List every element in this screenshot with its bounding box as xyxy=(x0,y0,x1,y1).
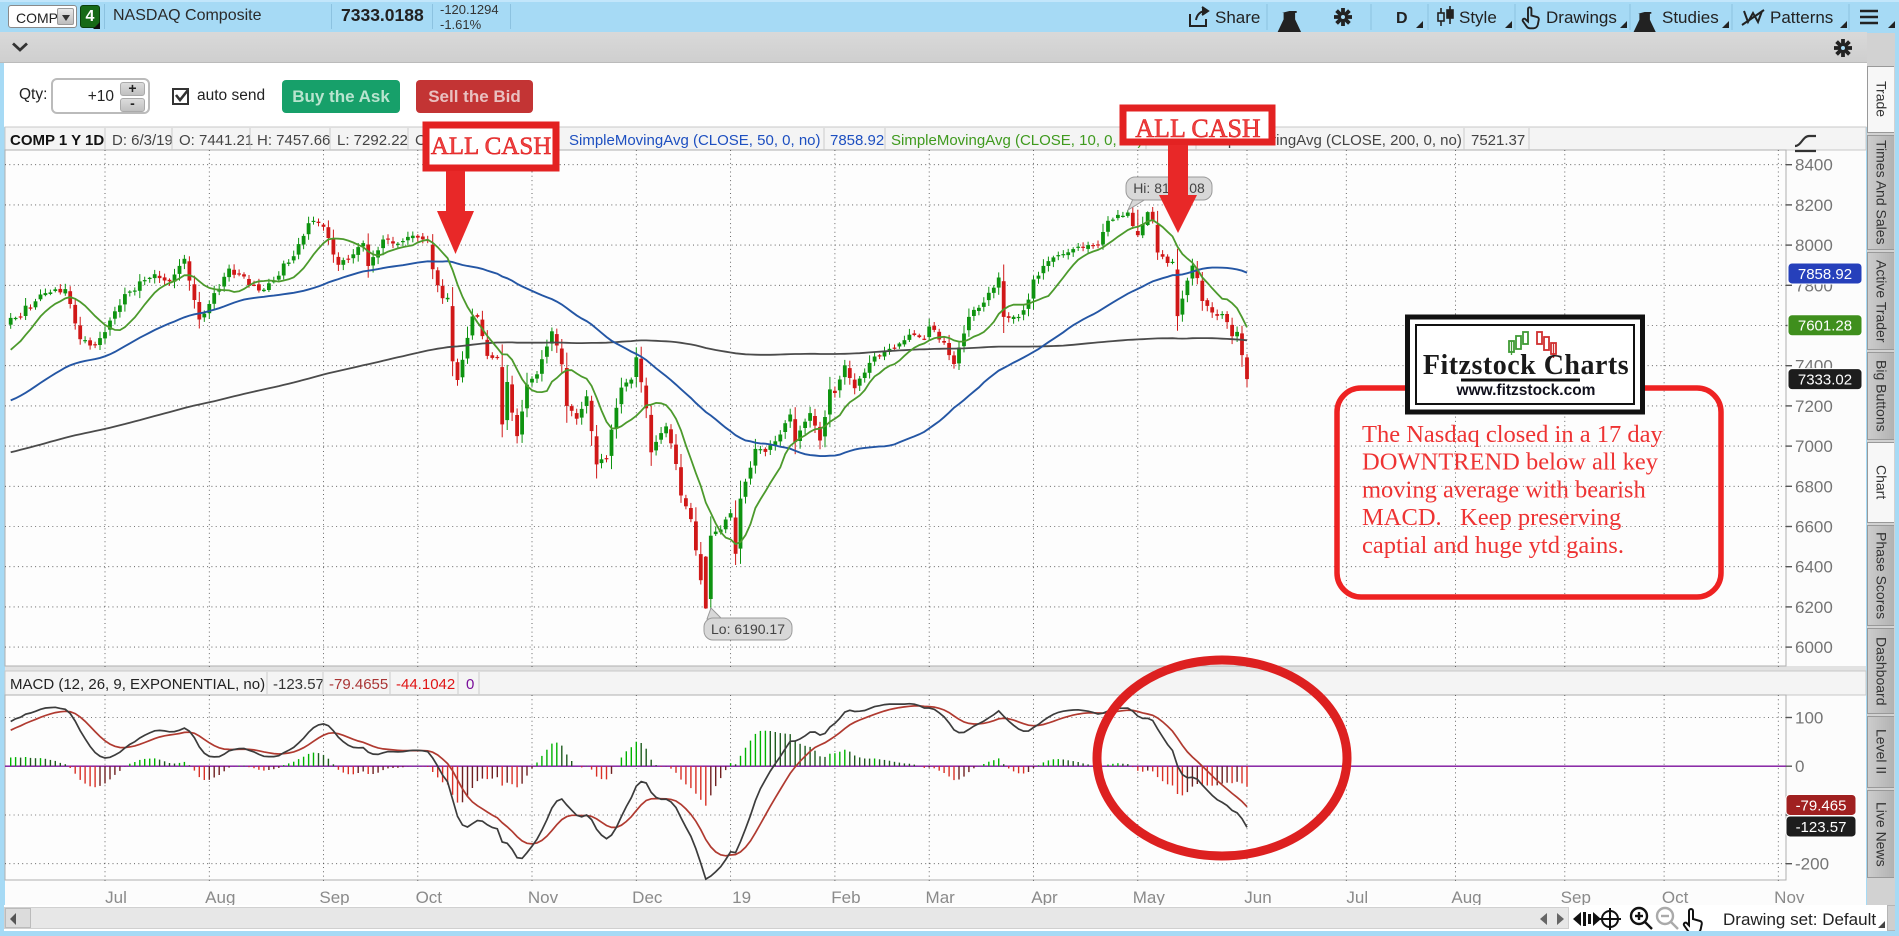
svg-text:Drawing set: Default: Drawing set: Default xyxy=(1723,910,1876,929)
svg-text:6800: 6800 xyxy=(1795,477,1833,496)
svg-text:Mar: Mar xyxy=(926,888,956,907)
svg-text:7000: 7000 xyxy=(1795,437,1833,456)
svg-text:7521.37: 7521.37 xyxy=(1471,132,1525,149)
svg-text:0: 0 xyxy=(1795,757,1804,776)
svg-text:Fitzstock Charts: Fitzstock Charts xyxy=(1423,350,1629,381)
svg-text:-123.57: -123.57 xyxy=(1796,819,1847,836)
svg-text:ALL CASH: ALL CASH xyxy=(1135,114,1261,143)
svg-text:moving average with bearish: moving average with bearish xyxy=(1362,476,1646,503)
svg-text:7601.28: 7601.28 xyxy=(1798,318,1852,335)
svg-text:Apr: Apr xyxy=(1031,888,1058,907)
svg-text:captial and huge ytd gains.: captial and huge ytd gains. xyxy=(1362,532,1624,559)
svg-text:MACD (12, 26, 9, EXPONENTIAL,: MACD (12, 26, 9, EXPONENTIAL, no) xyxy=(10,676,265,693)
svg-text:7200: 7200 xyxy=(1795,397,1833,416)
svg-text:Studies: Studies xyxy=(1662,8,1719,27)
svg-text:D: D xyxy=(1396,10,1408,27)
svg-text:7858.92: 7858.92 xyxy=(830,132,884,149)
svg-text:Sep: Sep xyxy=(319,888,349,907)
svg-text:0: 0 xyxy=(466,676,474,693)
svg-text:7858.92: 7858.92 xyxy=(1798,266,1852,283)
svg-text:6600: 6600 xyxy=(1795,518,1833,537)
svg-text:Oct: Oct xyxy=(1662,888,1689,907)
svg-text:6400: 6400 xyxy=(1795,558,1833,577)
svg-text:Aug: Aug xyxy=(1451,888,1481,907)
svg-text:DOWNTREND below all key: DOWNTREND below all key xyxy=(1362,449,1659,476)
svg-text:6200: 6200 xyxy=(1795,598,1833,617)
svg-text:Nov: Nov xyxy=(528,888,559,907)
svg-text:Lo: 6190.17: Lo: 6190.17 xyxy=(711,621,785,637)
svg-text:Feb: Feb xyxy=(831,888,860,907)
svg-text:Patterns: Patterns xyxy=(1770,8,1833,27)
svg-text:Sep: Sep xyxy=(1561,888,1591,907)
svg-text:www.fitzstock.com: www.fitzstock.com xyxy=(1456,382,1596,399)
svg-text:COMP 1 Y 1D: COMP 1 Y 1D xyxy=(10,132,104,149)
svg-text:6000: 6000 xyxy=(1795,638,1833,657)
svg-text:8000: 8000 xyxy=(1795,236,1833,255)
svg-text:Jul: Jul xyxy=(1346,888,1368,907)
svg-text:Dec: Dec xyxy=(632,888,663,907)
svg-text:-44.1042: -44.1042 xyxy=(396,676,455,693)
svg-text:O: 7441.21: O: 7441.21 xyxy=(179,132,253,149)
svg-text:Aug: Aug xyxy=(205,888,235,907)
svg-text:8200: 8200 xyxy=(1795,196,1833,215)
svg-text:Oct: Oct xyxy=(416,888,443,907)
svg-text:Jun: Jun xyxy=(1244,888,1271,907)
svg-text:19: 19 xyxy=(732,888,751,907)
svg-text:Style: Style xyxy=(1459,8,1497,27)
svg-text:ALL CASH: ALL CASH xyxy=(431,133,552,160)
svg-text:-79.4655: -79.4655 xyxy=(329,676,388,693)
svg-text:-79.465: -79.465 xyxy=(1796,797,1847,814)
svg-text:Jul: Jul xyxy=(105,888,127,907)
svg-text:MACD. Keep preserving: MACD. Keep preserving xyxy=(1362,504,1621,531)
svg-text:-200: -200 xyxy=(1795,855,1829,874)
svg-text:L: 7292.22: L: 7292.22 xyxy=(337,132,408,149)
svg-text:7333.02: 7333.02 xyxy=(1798,372,1852,389)
svg-text:H: 7457.66: H: 7457.66 xyxy=(257,132,330,149)
svg-text:May: May xyxy=(1133,888,1166,907)
svg-text:D: 6/3/19: D: 6/3/19 xyxy=(112,132,173,149)
svg-text:SimpleMovingAvg (CLOSE, 10, 0,: SimpleMovingAvg (CLOSE, 10, 0, no) xyxy=(891,132,1143,149)
svg-text:Share: Share xyxy=(1215,8,1260,27)
svg-text:The Nasdaq closed in a 17 day: The Nasdaq closed in a 17 day xyxy=(1362,421,1663,448)
svg-text:Nov: Nov xyxy=(1774,888,1805,907)
svg-text:100: 100 xyxy=(1795,709,1823,728)
svg-text:Drawings: Drawings xyxy=(1546,8,1617,27)
svg-text:SimpleMovingAvg (CLOSE, 50, 0,: SimpleMovingAvg (CLOSE, 50, 0, no) xyxy=(569,132,821,149)
svg-text:8400: 8400 xyxy=(1795,156,1833,175)
svg-text:-123.57: -123.57 xyxy=(273,676,324,693)
